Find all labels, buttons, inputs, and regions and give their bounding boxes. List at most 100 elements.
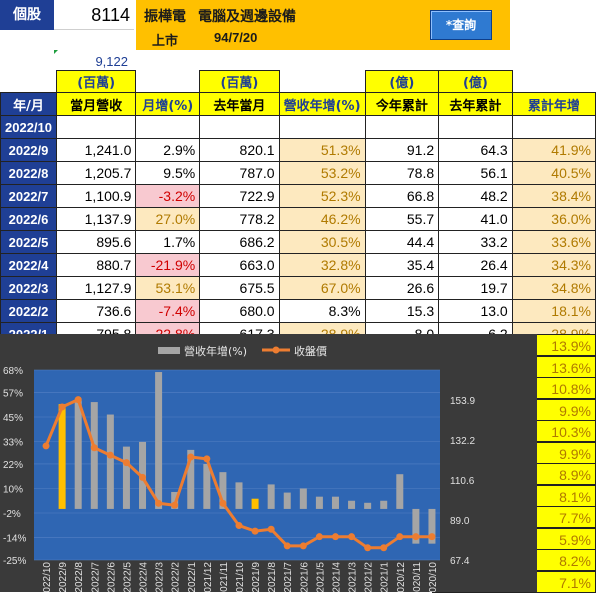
table-row: 2022/5 895.6 1.7% 686.2 30.5% 44.4 33.2 33.6% — [0, 230, 596, 254]
bar — [428, 508, 436, 544]
x-tick-label: 2021/8 — [267, 562, 278, 592]
x-tick-label: 2021/6 — [299, 562, 310, 592]
price-point — [139, 473, 147, 481]
bar — [90, 402, 98, 509]
row-last-ytd: 64.3 — [438, 138, 513, 162]
price-point — [219, 499, 227, 507]
col-header-mom: 月增(%) — [135, 92, 201, 116]
row-date: 2022/9 — [0, 138, 57, 162]
row-mom: -7.4% — [135, 299, 201, 323]
row-yoy: 53.2% — [278, 161, 366, 185]
unit-ly: (百萬) — [199, 70, 280, 93]
row-last-year: 820.1 — [199, 138, 280, 162]
unit-cell-blank — [512, 71, 595, 93]
row-cum-yoy — [511, 115, 596, 139]
stock-code-input[interactable]: 8114 — [54, 0, 134, 30]
price-point — [251, 527, 259, 535]
bar — [155, 372, 163, 509]
row-mom: -21.9% — [135, 253, 201, 277]
price-point — [90, 444, 98, 452]
price-point — [171, 501, 179, 509]
col-header-month: 年/月 — [0, 92, 57, 116]
x-tick-label: 2020/11 — [412, 562, 423, 592]
price-point — [122, 459, 130, 467]
price-point — [380, 544, 388, 552]
x-tick-label: 2020/10 — [428, 562, 439, 592]
row-ytd: 26.6 — [364, 276, 440, 300]
row-yoy: 67.0% — [278, 276, 366, 300]
row-last-year: 787.0 — [199, 161, 280, 185]
price-point — [283, 542, 291, 550]
row-last-ytd: 19.7 — [438, 276, 513, 300]
row-last-ytd: 48.2 — [438, 184, 513, 208]
bar — [348, 500, 356, 509]
left-tick-label: -25% — [3, 556, 26, 567]
x-tick-label: 2022/8 — [74, 562, 85, 592]
unit-row: (百萬) (百萬) (億) (億) — [1, 70, 596, 93]
row-ytd — [364, 115, 440, 139]
row-cum-yoy: 41.9% — [511, 138, 596, 162]
row-date: 2022/2 — [0, 299, 57, 323]
price-point — [396, 533, 404, 541]
row-yoy: 8.3% — [278, 299, 366, 323]
row-mom: 53.1% — [135, 276, 201, 300]
price-point — [412, 533, 420, 541]
listing-date: 94/7/20 — [214, 30, 258, 45]
bar — [267, 484, 275, 509]
query-button[interactable]: *查詢 — [430, 10, 492, 40]
price-point — [155, 499, 163, 507]
bar — [122, 446, 130, 509]
bar — [364, 502, 372, 509]
row-cum-yoy: 18.1% — [511, 299, 596, 323]
row-last-ytd — [438, 115, 513, 139]
x-tick-label: 2021/11 — [219, 562, 230, 592]
row-cum-yoy: 34.3% — [511, 253, 596, 277]
unit-ytd: (億) — [364, 70, 440, 93]
table-row: 2022/10 — [0, 115, 596, 139]
row-revenue: 1,127.9 — [55, 276, 137, 300]
bar — [380, 500, 388, 509]
x-tick-label: 2021/2 — [364, 562, 375, 592]
bar — [203, 463, 211, 509]
row-revenue: 736.6 — [55, 299, 137, 323]
row-yoy — [278, 115, 366, 139]
bar — [299, 488, 307, 509]
column-header-row: 年/月 當月營收 月增(%) 去年當月 營收年增(%) 今年累計 去年累計 累計… — [0, 92, 596, 116]
price-point — [267, 525, 275, 533]
row-last-year — [199, 115, 280, 139]
row-last-year: 722.9 — [199, 184, 280, 208]
row-date: 2022/7 — [0, 184, 57, 208]
row-last-ytd: 56.1 — [438, 161, 513, 185]
chart-svg: 68% 57% 45% 33% 22% 10% -2% -14% -25% 153.9 132.2 1… — [3, 344, 475, 597]
bar — [171, 491, 179, 509]
col-header-ytd: 今年累計 — [364, 92, 440, 116]
col-header-last-ytd: 去年累計 — [438, 92, 513, 116]
x-tick-label: 2021/5 — [315, 562, 326, 592]
company-name: 振樺電 — [144, 9, 186, 25]
bar — [187, 449, 195, 509]
bar — [283, 492, 291, 509]
bar — [58, 404, 66, 509]
market-label: 上市 — [152, 34, 179, 49]
x-tick-label: 2022/3 — [155, 562, 166, 592]
price-point — [58, 403, 66, 411]
row-revenue: 1,205.7 — [55, 161, 137, 185]
row-yoy: 46.2% — [278, 207, 366, 231]
row-ytd: 55.7 — [364, 207, 440, 231]
price-point — [235, 522, 243, 530]
row-cum-yoy: 38.4% — [511, 184, 596, 208]
col-header-yoy: 營收年增(%) — [278, 92, 366, 116]
price-point — [331, 533, 339, 541]
row-ytd: 91.2 — [364, 138, 440, 162]
revenue-price-chart: 68% 57% 45% 33% 22% 10% -2% -14% -25% 153.9 132.2 1… — [0, 334, 537, 597]
row-cum-yoy: 40.5% — [511, 161, 596, 185]
row-date: 2022/3 — [0, 276, 57, 300]
price-point — [203, 455, 211, 463]
x-tick-label: 2021/1 — [380, 562, 391, 592]
unit-lytd: (億) — [438, 70, 513, 93]
row-yoy: 32.8% — [278, 253, 366, 277]
table-row: 2022/3 1,127.9 53.1% 675.5 67.0% 26.6 19.7 34.8… — [0, 276, 596, 300]
row-revenue: 1,241.0 — [55, 138, 137, 162]
row-date: 2022/8 — [0, 161, 57, 185]
row-mom: 27.0% — [135, 207, 201, 231]
